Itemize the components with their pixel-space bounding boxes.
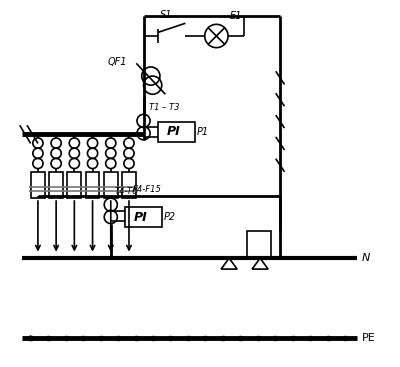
Bar — [68, 172, 81, 198]
Text: T4-T6: T4-T6 — [114, 187, 138, 196]
Bar — [104, 172, 118, 198]
Bar — [86, 172, 100, 198]
Bar — [49, 172, 63, 198]
Bar — [158, 121, 194, 142]
Text: S1: S1 — [160, 10, 172, 19]
Bar — [31, 172, 45, 198]
Text: E1: E1 — [230, 11, 242, 21]
Text: PI: PI — [166, 125, 180, 138]
Bar — [247, 231, 271, 258]
Text: PE: PE — [362, 333, 376, 343]
Text: P2: P2 — [164, 212, 176, 222]
Text: F4-F15: F4-F15 — [133, 185, 162, 194]
Bar — [125, 207, 162, 227]
Text: T1 – T3: T1 – T3 — [149, 103, 180, 112]
Text: QF1: QF1 — [107, 57, 127, 67]
Text: N: N — [362, 253, 370, 263]
Text: PI: PI — [134, 211, 148, 224]
Bar — [122, 172, 136, 198]
Text: P1: P1 — [196, 127, 208, 137]
